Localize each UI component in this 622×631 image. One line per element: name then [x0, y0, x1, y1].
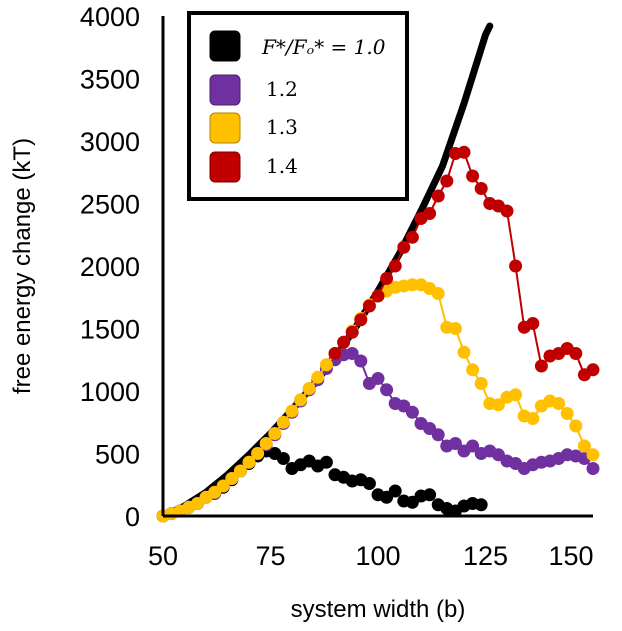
data-point: [319, 358, 333, 372]
data-point: [569, 419, 583, 433]
y-tick-label: 500: [95, 440, 140, 470]
data-point: [509, 388, 523, 402]
y-tick-label: 1500: [80, 315, 140, 345]
data-point: [371, 372, 385, 385]
data-point: [474, 377, 488, 390]
data-point: [448, 322, 462, 335]
data-point: [380, 383, 394, 397]
legend-label-1-2: 1.2: [266, 77, 298, 101]
data-point: [285, 404, 299, 418]
data-point: [457, 345, 471, 359]
data-point: [319, 455, 333, 469]
data-point: [457, 145, 471, 159]
data-point: [560, 407, 574, 420]
data-point: [466, 439, 480, 453]
data-point: [362, 477, 376, 490]
data-point: [354, 354, 368, 368]
data-point: [431, 287, 445, 300]
data-point: [294, 393, 308, 407]
y-tick-label: 1000: [80, 377, 140, 407]
series-0: [156, 444, 488, 523]
y-tick-labels: 0 500 1000 1500 2000 2500 3000 3500 4000: [80, 2, 140, 532]
y-tick-label: 2000: [80, 252, 140, 282]
data-point: [423, 207, 437, 220]
x-tick-label: 75: [255, 541, 285, 571]
data-point: [242, 455, 256, 469]
data-point: [405, 405, 419, 419]
data-point: [569, 347, 583, 360]
data-point: [526, 412, 540, 425]
x-tick-label: 50: [148, 541, 178, 571]
x-axis-title: system width (b): [291, 596, 466, 623]
x-tick-label: 125: [463, 541, 508, 571]
data-point: [397, 240, 411, 254]
y-tick-label: 0: [125, 502, 140, 532]
data-point: [371, 289, 385, 303]
legend: F*/Fₒ* = 1.0 1.2 1.3 1.4: [187, 11, 409, 201]
data-point: [276, 415, 290, 429]
legend-swatch-1-2: [209, 74, 241, 106]
data-point: [405, 230, 419, 244]
data-point: [311, 370, 325, 384]
data-point: [509, 259, 523, 273]
data-point: [577, 439, 591, 453]
data-point: [431, 189, 445, 203]
legend-label-1-3: 1.3: [266, 115, 298, 139]
x-tick-label: 150: [548, 541, 593, 571]
data-point: [302, 382, 316, 395]
data-point: [216, 479, 230, 493]
data-point: [440, 174, 454, 188]
data-point: [259, 437, 273, 450]
y-tick-label: 2500: [80, 190, 140, 220]
data-point: [337, 335, 351, 349]
data-point: [362, 299, 376, 313]
data-point: [268, 427, 282, 440]
legend-swatch-1-3: [209, 112, 241, 144]
data-point: [345, 325, 359, 339]
data-point: [431, 428, 445, 442]
x-tick-labels: 50 75 100 125 150: [148, 541, 594, 571]
data-point: [586, 448, 600, 462]
x-tick-label: 100: [355, 541, 400, 571]
data-point: [586, 462, 600, 475]
data-point: [552, 397, 566, 410]
y-axis-title: free energy change (kT): [9, 138, 36, 394]
data-point: [466, 169, 480, 183]
data-point: [466, 363, 480, 377]
data-point: [345, 347, 359, 360]
data-point: [500, 204, 514, 218]
legend-swatch-1-4: [209, 151, 241, 183]
data-point: [251, 447, 265, 460]
y-tick-label: 3000: [80, 127, 140, 157]
data-point: [276, 452, 290, 465]
legend-swatch-1-0: [209, 30, 241, 62]
y-tick-label: 4000: [80, 2, 140, 32]
data-point: [328, 347, 342, 360]
data-point: [388, 484, 402, 498]
data-point: [586, 363, 600, 377]
data-point: [423, 488, 437, 502]
data-point: [233, 464, 247, 478]
legend-label-1-4: 1.4: [266, 154, 298, 178]
data-point: [526, 317, 540, 330]
series-3: [328, 145, 600, 382]
data-point: [474, 498, 488, 512]
plot-area: [156, 16, 600, 523]
data-point: [474, 182, 488, 195]
legend-label-f-ratio: F*/Fₒ* = 1.0: [261, 35, 386, 59]
y-tick-label: 3500: [80, 65, 140, 95]
data-point: [534, 359, 548, 373]
data-point: [491, 398, 505, 412]
data-point: [388, 259, 402, 273]
data-point: [380, 272, 394, 285]
data-series-layer: [156, 22, 600, 523]
series-2: [156, 278, 600, 523]
data-point: [354, 313, 368, 327]
data-point: [448, 437, 462, 450]
data-point: [225, 472, 239, 485]
